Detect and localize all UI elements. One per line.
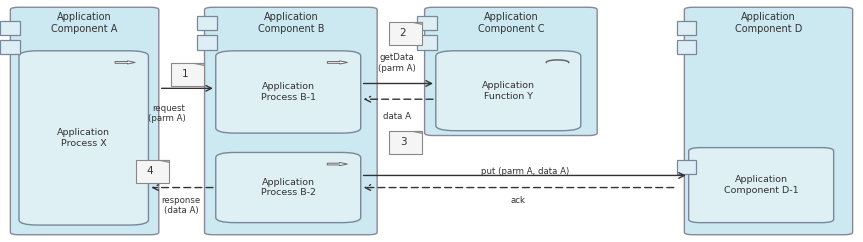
Polygon shape xyxy=(413,22,422,24)
Bar xyxy=(136,160,169,183)
Polygon shape xyxy=(194,63,204,66)
FancyBboxPatch shape xyxy=(689,148,834,223)
FancyBboxPatch shape xyxy=(425,7,597,136)
Text: response
(data A): response (data A) xyxy=(161,196,201,215)
Bar xyxy=(197,16,217,30)
Text: put (parm A, data A): put (parm A, data A) xyxy=(481,167,569,176)
Bar xyxy=(677,21,696,35)
Text: Application
Component C: Application Component C xyxy=(477,12,545,34)
Polygon shape xyxy=(160,160,169,162)
Text: Application
Function Y: Application Function Y xyxy=(482,81,535,101)
FancyBboxPatch shape xyxy=(19,51,148,225)
Text: 3: 3 xyxy=(400,137,406,147)
Text: data A: data A xyxy=(383,112,411,121)
FancyBboxPatch shape xyxy=(684,7,853,235)
Text: Application
Process B-2: Application Process B-2 xyxy=(261,178,316,197)
Text: Application
Component D-1: Application Component D-1 xyxy=(724,175,798,195)
Bar xyxy=(389,131,422,154)
Text: request
(parm A): request (parm A) xyxy=(148,104,186,123)
FancyBboxPatch shape xyxy=(216,51,361,133)
FancyBboxPatch shape xyxy=(436,51,581,131)
FancyBboxPatch shape xyxy=(216,152,361,223)
Bar xyxy=(0,21,20,35)
FancyBboxPatch shape xyxy=(205,7,377,235)
Text: 2: 2 xyxy=(400,28,406,38)
Text: Application
Component B: Application Component B xyxy=(257,12,324,34)
Polygon shape xyxy=(413,131,422,133)
Bar xyxy=(417,35,437,50)
Text: getData
(parm A): getData (parm A) xyxy=(378,53,416,73)
Text: Application
Component A: Application Component A xyxy=(52,12,117,34)
Bar xyxy=(677,160,696,174)
FancyArrow shape xyxy=(327,61,348,64)
Bar xyxy=(197,35,217,50)
Text: Application
Process B-1: Application Process B-1 xyxy=(261,82,316,102)
Bar xyxy=(171,63,204,86)
Text: Application
Component D: Application Component D xyxy=(734,12,803,34)
Bar xyxy=(417,16,437,30)
Text: Application
Process X: Application Process X xyxy=(57,128,110,148)
Bar xyxy=(389,22,422,45)
Text: ack: ack xyxy=(510,196,526,205)
FancyBboxPatch shape xyxy=(10,7,159,235)
FancyArrow shape xyxy=(327,163,348,166)
FancyArrow shape xyxy=(115,61,135,64)
Text: 1: 1 xyxy=(181,69,188,79)
Bar xyxy=(0,40,20,54)
Bar xyxy=(677,40,696,54)
Text: 4: 4 xyxy=(147,166,154,176)
